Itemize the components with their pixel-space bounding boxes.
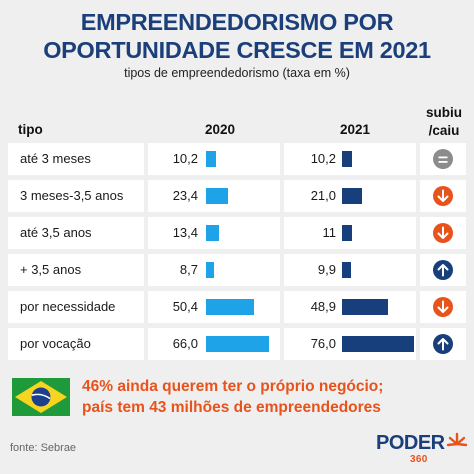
bar <box>342 188 362 204</box>
data-label: 10,2 <box>310 151 336 166</box>
bar <box>206 299 254 315</box>
bar <box>206 225 219 241</box>
value-cell-2020: 13,4 <box>148 217 280 249</box>
tipo-cell: por vocação <box>8 328 144 360</box>
bar <box>342 299 389 315</box>
value-cell-2021: 10,2 <box>284 143 416 175</box>
brazil-flag-icon <box>12 378 70 416</box>
table-row: por necessidade 50,4 48,9 <box>8 291 466 323</box>
row-label: 3 meses-3,5 anos <box>20 188 124 203</box>
change-cell <box>420 217 466 249</box>
value-cell-2020: 23,4 <box>148 180 280 212</box>
logo-rays-icon <box>446 432 468 447</box>
change-cell <box>420 291 466 323</box>
value-cell-2021: 48,9 <box>284 291 416 323</box>
logo-word: PODER <box>376 432 445 454</box>
row-label: até 3 meses <box>20 151 91 166</box>
arrow-up-icon <box>433 260 453 280</box>
table-row: + 3,5 anos 8,7 9,9 <box>8 254 466 286</box>
data-label: 76,0 <box>310 336 336 351</box>
footnote-line-2: país tem 43 milhões de empreendedores <box>82 399 381 416</box>
header-2021: 2021 <box>340 122 371 137</box>
arrow-down-icon <box>433 223 453 243</box>
arrow-up-icon <box>433 334 453 354</box>
data-label: 21,0 <box>310 188 336 203</box>
bar <box>342 225 353 241</box>
title-line-1: EMPREENDEDORISMO POR <box>80 9 394 35</box>
poder360-logo: PODER 360 <box>372 430 470 470</box>
data-label: 13,4 <box>172 225 198 240</box>
tipo-cell: + 3,5 anos <box>8 254 144 286</box>
chart-title: EMPREENDEDORISMO POR OPORTUNIDADE CRESCE… <box>0 8 474 64</box>
row-label: + 3,5 anos <box>20 262 82 277</box>
bar <box>342 262 352 278</box>
logo-sub: 360 <box>410 454 428 465</box>
change-cell <box>420 254 466 286</box>
bar <box>206 336 269 352</box>
value-cell-2021: 9,9 <box>284 254 416 286</box>
source-text: fonte: Sebrae <box>10 442 77 454</box>
table-row: até 3,5 anos 13,4 11 <box>8 217 466 249</box>
value-cell-2020: 66,0 <box>148 328 280 360</box>
value-cell-2020: 50,4 <box>148 291 280 323</box>
footnote-text: 46% ainda querem ter o próprio negócio; … <box>82 376 474 418</box>
header-tipo: tipo <box>18 122 43 137</box>
equal-icon <box>433 149 453 169</box>
data-label: 23,4 <box>172 188 198 203</box>
value-cell-2021: 76,0 <box>284 328 416 360</box>
value-cell-2021: 21,0 <box>284 180 416 212</box>
data-label: 11 <box>322 225 337 240</box>
chart-subtitle: tipos de empreendedorismo (taxa em %) <box>124 66 350 80</box>
change-cell <box>420 328 466 360</box>
value-cell-2021: 11 <box>284 217 416 249</box>
row-label: até 3,5 anos <box>20 225 92 240</box>
bar <box>206 151 216 167</box>
row-label: por necessidade <box>20 299 116 314</box>
bar <box>342 151 352 167</box>
change-cell <box>420 143 466 175</box>
data-label: 10,2 <box>172 151 198 166</box>
header-change-line-1: subiu <box>426 105 462 120</box>
change-cell <box>420 180 466 212</box>
table-row: por vocação 66,0 76,0 <box>8 328 466 360</box>
bar <box>206 188 229 204</box>
data-label: 50,4 <box>172 299 198 314</box>
value-cell-2020: 8,7 <box>148 254 280 286</box>
title-line-2: OPORTUNIDADE CRESCE EM 2021 <box>43 37 431 63</box>
data-label: 8,7 <box>179 262 198 277</box>
data-label: 48,9 <box>310 299 336 314</box>
tipo-cell: até 3 meses <box>8 143 144 175</box>
footnote-line-1: 46% ainda querem ter o próprio negócio; <box>82 378 384 395</box>
table-row: 3 meses-3,5 anos 23,4 21,0 <box>8 180 466 212</box>
footnote-banner: 46% ainda querem ter o próprio negócio; … <box>0 372 474 422</box>
data-label: 9,9 <box>317 262 336 277</box>
header-2020: 2020 <box>205 122 236 137</box>
arrow-down-icon <box>433 297 453 317</box>
bar <box>342 336 414 352</box>
value-cell-2020: 10,2 <box>148 143 280 175</box>
tipo-cell: 3 meses-3,5 anos <box>8 180 144 212</box>
arrow-down-icon <box>433 186 453 206</box>
header-change: subiu /caiu <box>416 104 472 140</box>
data-label: 66,0 <box>172 336 198 351</box>
table-row: até 3 meses 10,2 10,2 <box>8 143 466 175</box>
row-label: por vocação <box>20 336 91 351</box>
bar <box>206 262 215 278</box>
tipo-cell: por necessidade <box>8 291 144 323</box>
tipo-cell: até 3,5 anos <box>8 217 144 249</box>
header-change-line-2: /caiu <box>428 123 460 138</box>
